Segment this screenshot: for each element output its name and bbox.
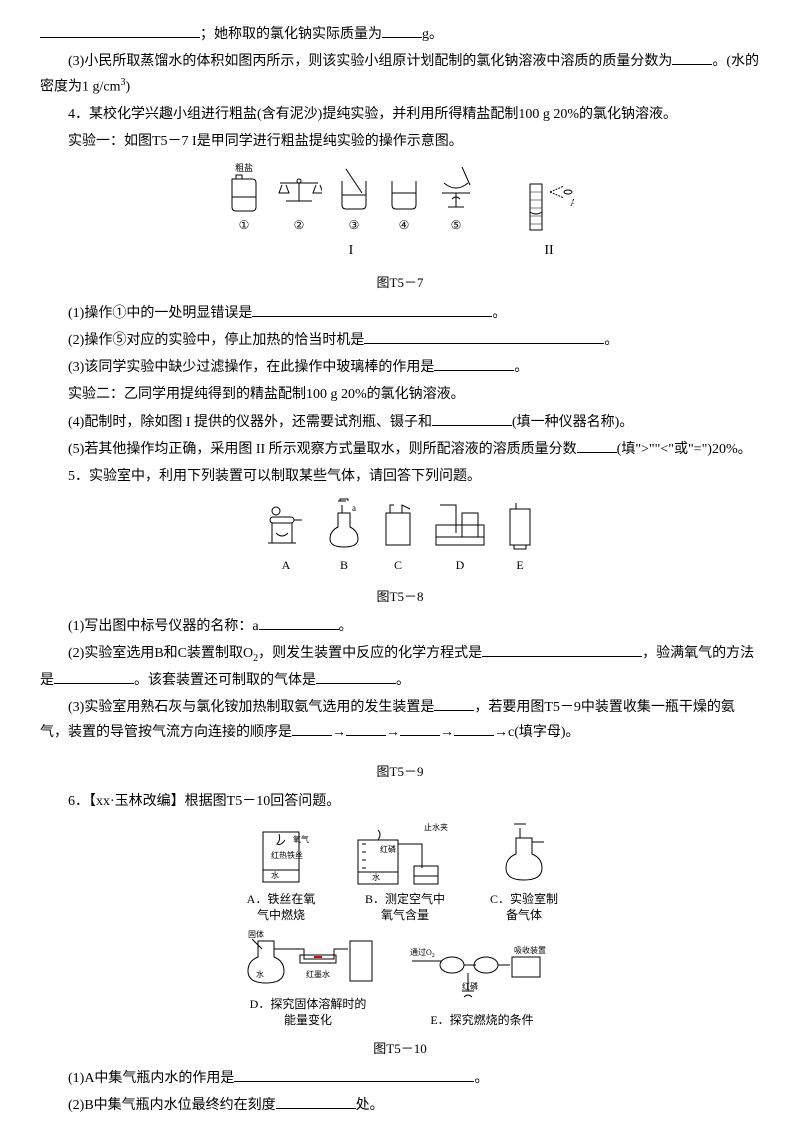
- blank: [40, 23, 200, 38]
- apparatus-beaker: ④: [386, 163, 422, 237]
- blank: [434, 356, 514, 371]
- apparatus-A-iron: 氧气红热铁丝水 A．铁丝在氧气中燃烧: [231, 822, 331, 923]
- figure-caption: 图T5－10: [40, 1037, 760, 1060]
- svg-text:A: A: [570, 198, 574, 209]
- svg-text:红热铁丝: 红热铁丝: [271, 850, 303, 860]
- q3-line1: ；她称取的氯化钠实际质量为 g。: [40, 22, 760, 47]
- svg-text:红磷: 红磷: [380, 844, 396, 854]
- q6-p2: (2)B中集气瓶内水位最终约在刻度处。: [40, 1093, 760, 1118]
- text: ；她称取的氯化钠实际质量为: [200, 27, 382, 42]
- svg-text:水: 水: [256, 969, 264, 979]
- q5-p2: (2)实验室选用B和C装置制取O2，则发生装置中反应的化学方程式是，验满氧气的方…: [40, 641, 760, 693]
- apparatus-dissolve: ③: [336, 163, 372, 237]
- label: D: [456, 555, 465, 577]
- figure-caption: 图T5－9: [40, 760, 760, 783]
- svg-text:氧气: 氧气: [293, 834, 309, 844]
- blank: [364, 329, 604, 344]
- svg-text:固体: 固体: [248, 929, 264, 939]
- apparatus-B: a B: [324, 497, 364, 577]
- blank: [672, 50, 712, 65]
- svg-text:吸收装置: 吸收装置: [514, 945, 546, 955]
- label: C: [394, 555, 402, 577]
- q4-exp2: 实验二：乙同学用提纯得到的精盐配制100 g 20%的氯化钠溶液。: [40, 382, 760, 407]
- apparatus-A: A: [262, 497, 310, 577]
- q4-exp1: 实验一：如图T5－7 I是甲同学进行粗盐提纯实验的操作示意图。: [40, 129, 760, 154]
- q4-p3: (3)该同学实验中缺少过滤操作，在此操作中玻璃棒的作用是。: [40, 355, 760, 380]
- q4-p4: (4)配制时，除如图 I 提供的仪器外，还需要试剂瓶、镊子和(填一种仪器名称)。: [40, 410, 760, 435]
- q6-p1: (1)A中集气瓶内水的作用是。: [40, 1066, 760, 1091]
- q5-intro: 5．实验室中，利用下列装置可以制取某些气体，请回答下列问题。: [40, 464, 760, 489]
- svg-text:红磷: 红磷: [462, 981, 478, 991]
- blank: [259, 615, 339, 630]
- svg-text:红墨水: 红墨水: [306, 969, 330, 979]
- apparatus-balance: ②: [276, 163, 322, 237]
- blank: [54, 669, 134, 684]
- label: E: [516, 555, 523, 577]
- label: ①: [239, 215, 250, 237]
- label: ⑤: [451, 215, 462, 237]
- blank: [276, 1094, 356, 1109]
- apparatus-E: E: [502, 497, 538, 577]
- text: ): [126, 80, 131, 95]
- figure-t5-7: 粗盐 ① ② ③ ④ ⑤: [40, 163, 760, 264]
- apparatus-B-air: 止水夹红磷水 B．测定空气中氧气含量: [345, 822, 465, 923]
- label: ②: [294, 215, 305, 237]
- blank: [434, 696, 474, 711]
- text: g。: [422, 27, 443, 42]
- figure-t5-8: A a B C D E: [40, 497, 760, 577]
- figure-caption: 图T5－7: [40, 271, 760, 294]
- blank: [252, 302, 492, 317]
- apparatus-D: D: [432, 497, 488, 577]
- label: ③: [349, 215, 360, 237]
- label: ④: [399, 215, 410, 237]
- svg-text:a: a: [352, 503, 356, 513]
- apparatus-evaporate: ⑤: [436, 163, 476, 237]
- figure-caption: 图T5－8: [40, 585, 760, 608]
- blank: [234, 1067, 474, 1082]
- q4-p1: (1)操作①中的一处明显错误是。: [40, 301, 760, 326]
- svg-text:通过O2: 通过O2: [410, 947, 435, 959]
- figure-t5-10: 氧气红热铁丝水 A．铁丝在氧气中燃烧 止水夹红磷水 B．测定空气中氧气含量 C．…: [40, 822, 760, 1028]
- blank: [454, 721, 494, 736]
- blank: [432, 411, 512, 426]
- group-label: II: [544, 238, 553, 263]
- text: (3)小民所取蒸馏水的体积如图丙所示，则该实验小组原计划配制的氯化钠溶液中溶质的…: [68, 54, 672, 69]
- q4-intro: 4．某校化学兴趣小组进行粗盐(含有泥沙)提纯实验，并利用所得精盐配制100 g …: [40, 102, 760, 127]
- svg-text:水: 水: [271, 870, 279, 880]
- q5-p3: (3)实验室用熟石灰与氯化铵加热制取氨气选用的发生装置是，若要用图T5－9中装置…: [40, 695, 760, 745]
- apparatus-E-combust: 通过O2吸收装置红磷 E．探究燃烧的条件: [397, 943, 567, 1029]
- q5-p1: (1)写出图中标号仪器的名称：a。: [40, 614, 760, 639]
- q4-p2: (2)操作⑤对应的实验中，停止加热的恰当时机是。: [40, 328, 760, 353]
- apparatus-C-prep: C．实验室制备气体: [479, 822, 569, 923]
- blank: [316, 669, 396, 684]
- label: B: [340, 555, 348, 577]
- apparatus-C: C: [378, 497, 418, 577]
- svg-text:水: 水: [372, 872, 380, 882]
- group-label: I: [349, 238, 354, 263]
- apparatus-cylinder-eye: A: [524, 178, 574, 238]
- blank: [400, 721, 440, 736]
- blank: [346, 721, 386, 736]
- svg-text:止水夹: 止水夹: [424, 822, 448, 832]
- blank: [382, 23, 422, 38]
- apparatus-bottle: 粗盐 ①: [226, 163, 262, 237]
- q3-line2: (3)小民所取蒸馏水的体积如图丙所示，则该实验小组原计划配制的氯化钠溶液中溶质的…: [40, 49, 760, 100]
- q4-p5: (5)若其他操作均正确，采用图 II 所示观察方式量取水，则所配溶液的溶质质量分…: [40, 437, 760, 462]
- blank: [577, 438, 617, 453]
- label: A: [282, 555, 291, 577]
- q6-intro: 6．【xx·玉林改编】根据图T5－10回答问题。: [40, 789, 760, 814]
- apparatus-D-dissolve: 固体水红墨水 D．探究固体溶解时的能量变化: [233, 927, 383, 1028]
- blank: [292, 721, 332, 736]
- blank: [482, 642, 642, 657]
- svg-text:粗盐: 粗盐: [235, 163, 253, 173]
